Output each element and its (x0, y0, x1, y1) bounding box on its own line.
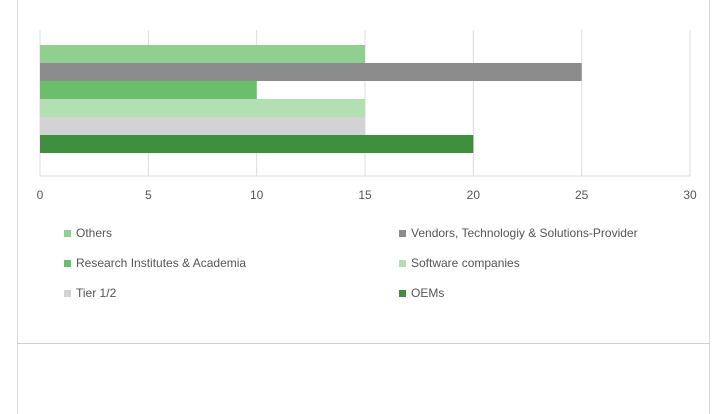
legend-swatch (64, 259, 71, 267)
x-tick-label: 20 (467, 188, 481, 202)
legend-entry: Research Institutes & Academia (64, 256, 246, 270)
legend-entry: Others (64, 226, 112, 240)
bar-vendors-technologiy-solutions-provider (40, 63, 582, 81)
legend-swatch (399, 259, 406, 267)
bar-research-institutes-academia (40, 81, 257, 99)
legend: Others Vendors, Technologiy & Solutions-P… (64, 226, 704, 316)
chart-bottom-divider (17, 343, 710, 344)
x-tick-label: 30 (683, 188, 697, 202)
legend-swatch (399, 289, 406, 297)
bar-tier-1-2 (40, 117, 365, 135)
legend-entry: OEMs (399, 286, 444, 300)
legend-label: Software companies (411, 256, 520, 270)
legend-entry: Tier 1/2 (64, 286, 116, 300)
x-axis-tick-labels: 0 5 10 15 20 25 30 (37, 188, 697, 202)
legend-label: Tier 1/2 (76, 286, 117, 300)
x-tick-label: 25 (575, 188, 589, 202)
legend-label: Vendors, Technologiy & Solutions-Provide… (411, 226, 638, 240)
legend-entry: Vendors, Technologiy & Solutions-Provide… (399, 226, 638, 240)
x-tick-label: 15 (358, 188, 372, 202)
legend-swatch (399, 229, 406, 237)
x-tick-label: 10 (250, 188, 264, 202)
x-tick-label: 0 (37, 188, 44, 202)
x-tick-label: 5 (145, 188, 152, 202)
legend-label: Others (76, 226, 113, 240)
legend-entry: Software companies (399, 256, 520, 270)
bar-software-companies (40, 99, 365, 117)
bar-oems (40, 135, 474, 153)
bars (40, 45, 582, 153)
legend-swatch (64, 289, 71, 297)
legend-label: OEMs (411, 286, 445, 300)
bar-others (40, 45, 365, 63)
legend-swatch (64, 229, 71, 237)
legend-label: Research Institutes & Academia (76, 256, 247, 270)
